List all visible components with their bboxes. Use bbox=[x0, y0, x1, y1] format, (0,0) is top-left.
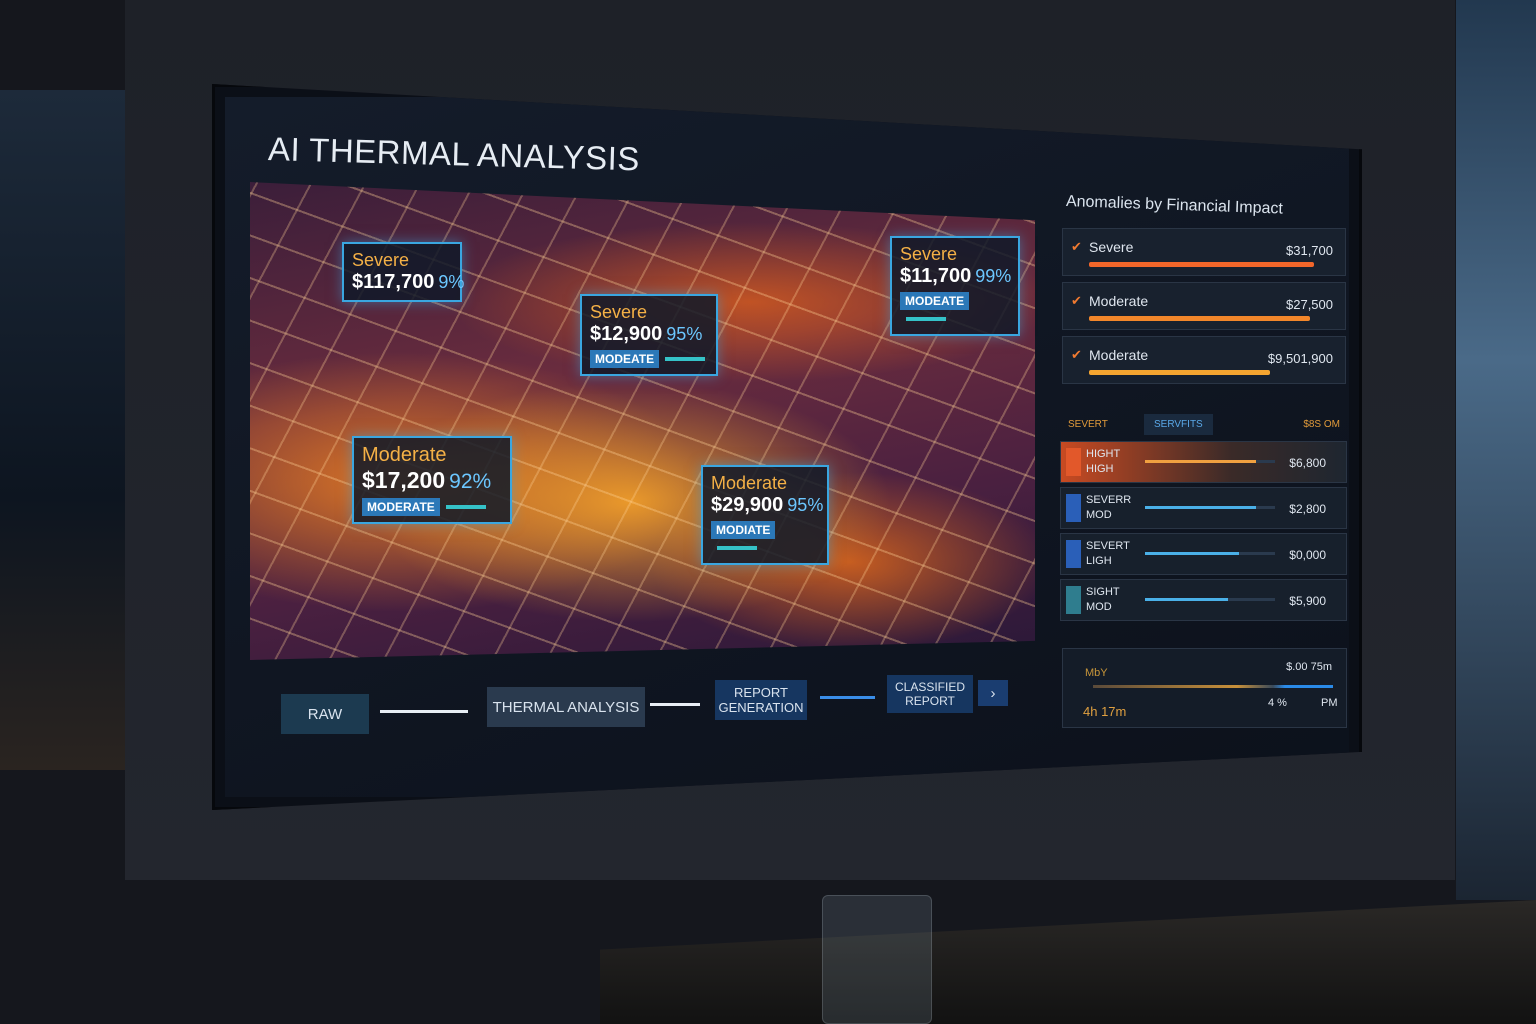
impact-bar bbox=[1089, 262, 1315, 267]
anomaly-row[interactable]: ✔ Moderate $9,501,900 bbox=[1062, 336, 1346, 384]
footer-value: $.00 75m bbox=[1286, 661, 1332, 673]
callout-amount: $29,900 bbox=[711, 494, 784, 516]
footer-unit: PM bbox=[1321, 697, 1338, 709]
footer-time: 4h 17m bbox=[1083, 704, 1127, 719]
severity-badge: MODIATE bbox=[711, 521, 776, 539]
arrow-icon bbox=[650, 703, 700, 706]
badge-bar bbox=[445, 504, 486, 509]
row-bar-track bbox=[1145, 552, 1275, 555]
severity-badge: MODEATE bbox=[590, 350, 660, 368]
anomaly-label: Moderate bbox=[1089, 293, 1149, 309]
row-bar-track bbox=[1145, 506, 1275, 509]
pipeline-step-report-generation[interactable]: REPORT GENERATION bbox=[715, 680, 807, 720]
callout-confidence: 99% bbox=[975, 266, 1012, 286]
callout-amount: $117,700 bbox=[352, 271, 435, 293]
table-row[interactable]: HIGHT HIGH $6,800 bbox=[1060, 441, 1347, 483]
severity-swatch bbox=[1066, 586, 1081, 614]
row-severity: SEVERT bbox=[1086, 540, 1130, 552]
header-col-3[interactable]: $8S OM bbox=[1303, 419, 1340, 430]
row-bar-fill bbox=[1145, 598, 1229, 601]
callout-severity: Severe bbox=[590, 302, 648, 322]
check-shield-icon: ✔ bbox=[1071, 293, 1082, 308]
impact-bar bbox=[1089, 370, 1271, 375]
badge-bar bbox=[906, 316, 946, 321]
severity-badge: MODERATE bbox=[362, 498, 440, 516]
table-row[interactable]: SEVERR MOD $2,800 bbox=[1060, 487, 1347, 529]
row-bar-fill bbox=[1145, 552, 1239, 555]
callout-severity: Severe bbox=[900, 244, 958, 264]
anomaly-label: Moderate bbox=[1089, 347, 1149, 363]
severity-swatch bbox=[1066, 540, 1081, 568]
summary-footer: MbY $.00 75m 4h 17m 4 % PM bbox=[1062, 648, 1347, 728]
row-bar-fill bbox=[1145, 460, 1256, 463]
anomaly-row[interactable]: ✔ Moderate $27,500 bbox=[1062, 282, 1346, 330]
callout-amount: $12,900 bbox=[590, 323, 663, 345]
check-shield-icon: ✔ bbox=[1071, 347, 1082, 362]
anomaly-value: $27,500 bbox=[1286, 297, 1333, 312]
callout-severity: Moderate bbox=[711, 473, 788, 493]
footer-percent: 4 % bbox=[1268, 697, 1287, 709]
row-value: $2,800 bbox=[1289, 502, 1326, 516]
row-level: MOD bbox=[1086, 601, 1112, 613]
pipeline-step-classified-report[interactable]: CLASSIFIED REPORT bbox=[887, 675, 973, 713]
pipeline-step-raw[interactable]: RAW bbox=[281, 694, 369, 734]
row-value: $6,800 bbox=[1289, 456, 1326, 470]
row-severity: SIGHT bbox=[1086, 586, 1120, 598]
next-chevron-icon[interactable]: › bbox=[978, 680, 1008, 706]
severity-swatch bbox=[1066, 494, 1081, 522]
anomaly-callout[interactable]: Severe $12,900 95% MODEATE bbox=[580, 294, 718, 376]
table-row[interactable]: SIGHT MOD $5,900 bbox=[1060, 579, 1347, 621]
callout-confidence: 9% bbox=[438, 272, 465, 292]
callout-amount: $11,700 bbox=[900, 265, 972, 287]
row-severity: SEVERR bbox=[1086, 494, 1132, 506]
row-bar-track bbox=[1145, 598, 1275, 601]
severity-swatch bbox=[1066, 448, 1081, 476]
footer-progress bbox=[1093, 685, 1333, 688]
header-col-2[interactable]: SERVFITS bbox=[1144, 414, 1213, 435]
header-col-1[interactable]: SEVERT bbox=[1068, 419, 1108, 430]
anomaly-callout[interactable]: Severe $11,700 99% MODEATE bbox=[890, 236, 1020, 336]
row-level: MOD bbox=[1086, 509, 1112, 521]
arrow-icon bbox=[820, 696, 875, 699]
callout-confidence: 92% bbox=[449, 470, 492, 493]
window-right bbox=[1456, 0, 1536, 900]
row-value: $5,900 bbox=[1289, 594, 1326, 608]
callout-confidence: 95% bbox=[666, 324, 703, 344]
footer-label: MbY bbox=[1085, 667, 1108, 679]
anomaly-label: Severe bbox=[1089, 239, 1134, 255]
badge-bar bbox=[717, 545, 757, 550]
row-level: HIGH bbox=[1086, 463, 1114, 475]
water-glass bbox=[822, 895, 932, 1024]
callout-severity: Severe bbox=[352, 250, 410, 270]
conference-table bbox=[600, 900, 1536, 1024]
table-row[interactable]: SEVERT LIGH $0,000 bbox=[1060, 533, 1347, 575]
anomaly-callout[interactable]: Severe $117,700 9% bbox=[342, 242, 465, 302]
check-shield-icon: ✔ bbox=[1071, 239, 1082, 254]
row-bar-track bbox=[1145, 460, 1275, 463]
row-bar-fill bbox=[1145, 506, 1256, 509]
anomaly-callout[interactable]: Moderate $17,200 92% MODERATE bbox=[352, 436, 512, 524]
anomaly-callout[interactable]: Moderate $29,900 95% MODIATE bbox=[701, 465, 829, 565]
severity-badge: MODEATE bbox=[900, 292, 970, 310]
row-severity: HIGHT bbox=[1086, 448, 1121, 460]
anomaly-row[interactable]: ✔ Severe $31,700 bbox=[1062, 228, 1346, 276]
arrow-icon bbox=[380, 710, 468, 713]
callout-severity: Moderate bbox=[362, 444, 447, 466]
anomaly-value: $31,700 bbox=[1286, 243, 1333, 258]
callout-amount: $17,200 bbox=[362, 467, 446, 493]
pipeline-step-thermal-analysis[interactable]: THERMAL ANALYSIS bbox=[487, 687, 645, 727]
badge-bar bbox=[665, 356, 706, 361]
row-level: LIGH bbox=[1086, 555, 1112, 567]
table-header: SEVERT SERVFITS $8S OM bbox=[1060, 412, 1348, 438]
row-value: $0,000 bbox=[1289, 548, 1326, 562]
callout-confidence: 95% bbox=[787, 495, 824, 515]
window-left bbox=[0, 90, 125, 770]
anomaly-value: $9,501,900 bbox=[1267, 351, 1333, 366]
impact-bar bbox=[1089, 316, 1310, 321]
